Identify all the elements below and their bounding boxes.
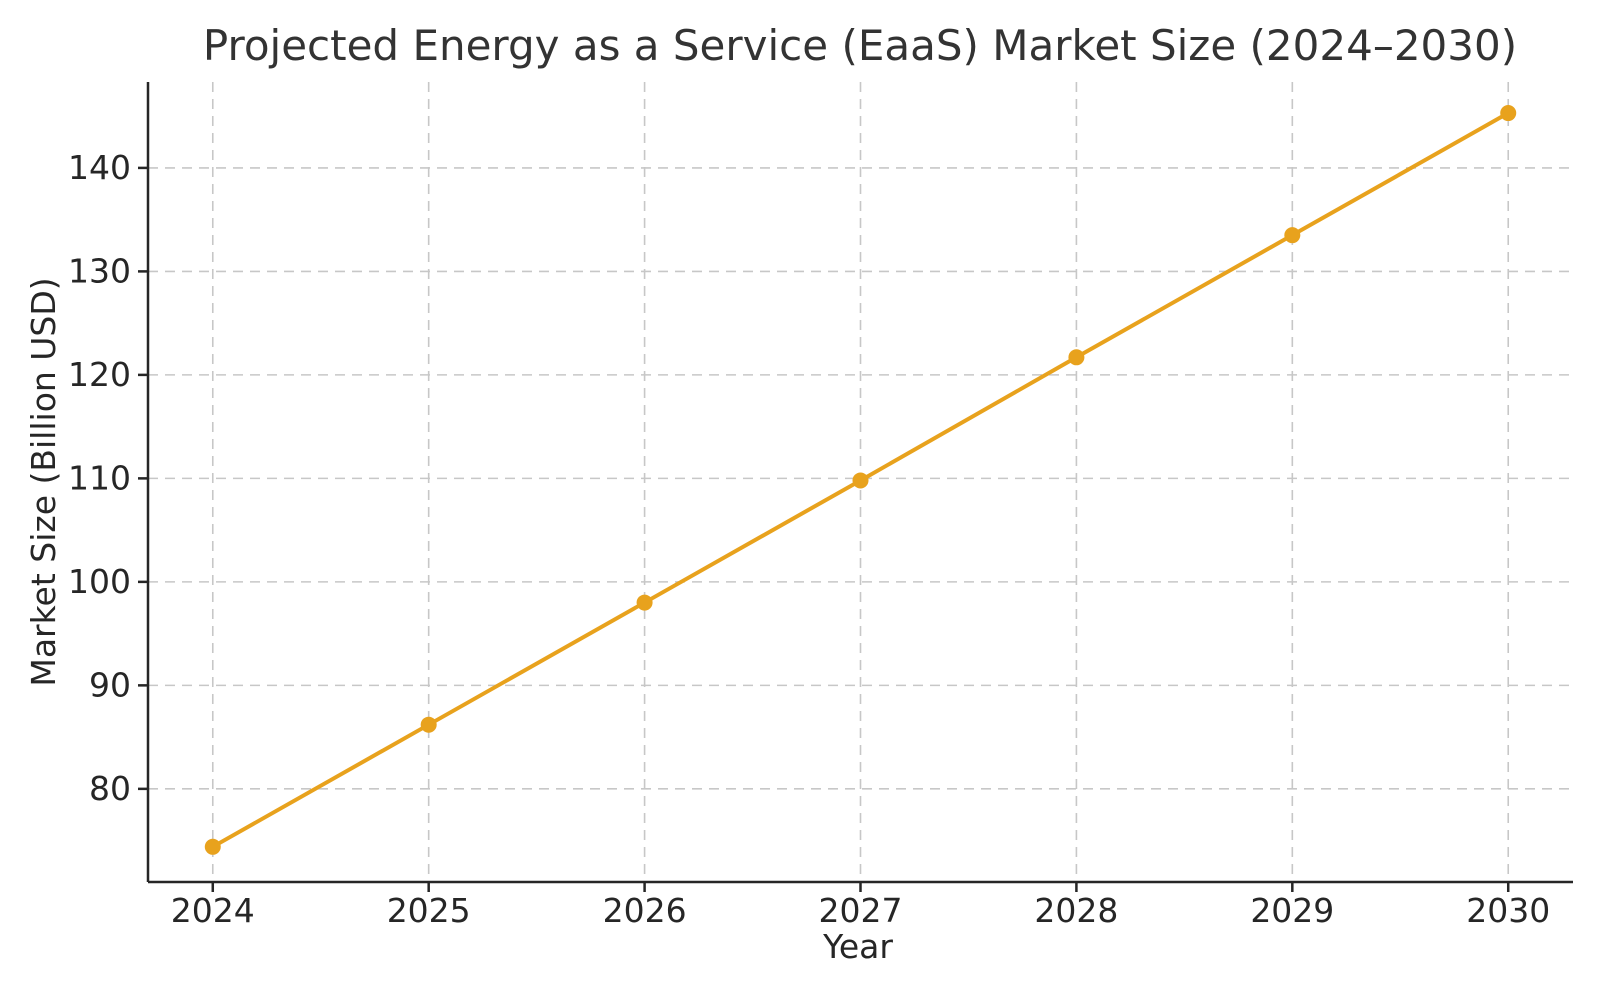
x-tick-label: 2030 <box>1466 891 1550 930</box>
y-tick-label: 100 <box>68 562 131 601</box>
data-point-2024 <box>204 838 221 855</box>
x-tick-label: 2025 <box>387 891 471 930</box>
data-point-2027 <box>852 472 869 489</box>
y-tick-label: 80 <box>89 769 131 808</box>
x-tick-label: 2026 <box>603 891 687 930</box>
y-tick-label: 110 <box>68 458 131 497</box>
data-point-2030 <box>1500 105 1517 122</box>
x-tick-label: 2029 <box>1250 891 1334 930</box>
x-tick-label: 2024 <box>171 891 255 930</box>
y-tick-labels: 80 90 100 110 120 130 140 <box>68 148 131 808</box>
y-tick-label: 120 <box>68 355 131 394</box>
y-tick-label: 130 <box>68 251 131 290</box>
data-point-2029 <box>1284 227 1301 244</box>
data-series <box>204 105 1517 855</box>
y-tick-label: 90 <box>89 665 131 704</box>
x-tick-label: 2028 <box>1034 891 1118 930</box>
x-axis-label: Year <box>822 927 893 966</box>
data-point-2026 <box>636 594 653 611</box>
y-axis-label: Market Size (Billion USD) <box>24 277 63 686</box>
data-point-2025 <box>420 716 437 733</box>
axes <box>138 82 1573 892</box>
y-tick-label: 140 <box>68 148 131 187</box>
data-point-2028 <box>1068 349 1085 366</box>
chart-title: Projected Energy as a Service (EaaS) Mar… <box>203 21 1517 70</box>
x-tick-label: 2027 <box>819 891 903 930</box>
x-tick-labels: 2024 2025 2026 2027 2028 2029 2030 <box>171 891 1550 930</box>
